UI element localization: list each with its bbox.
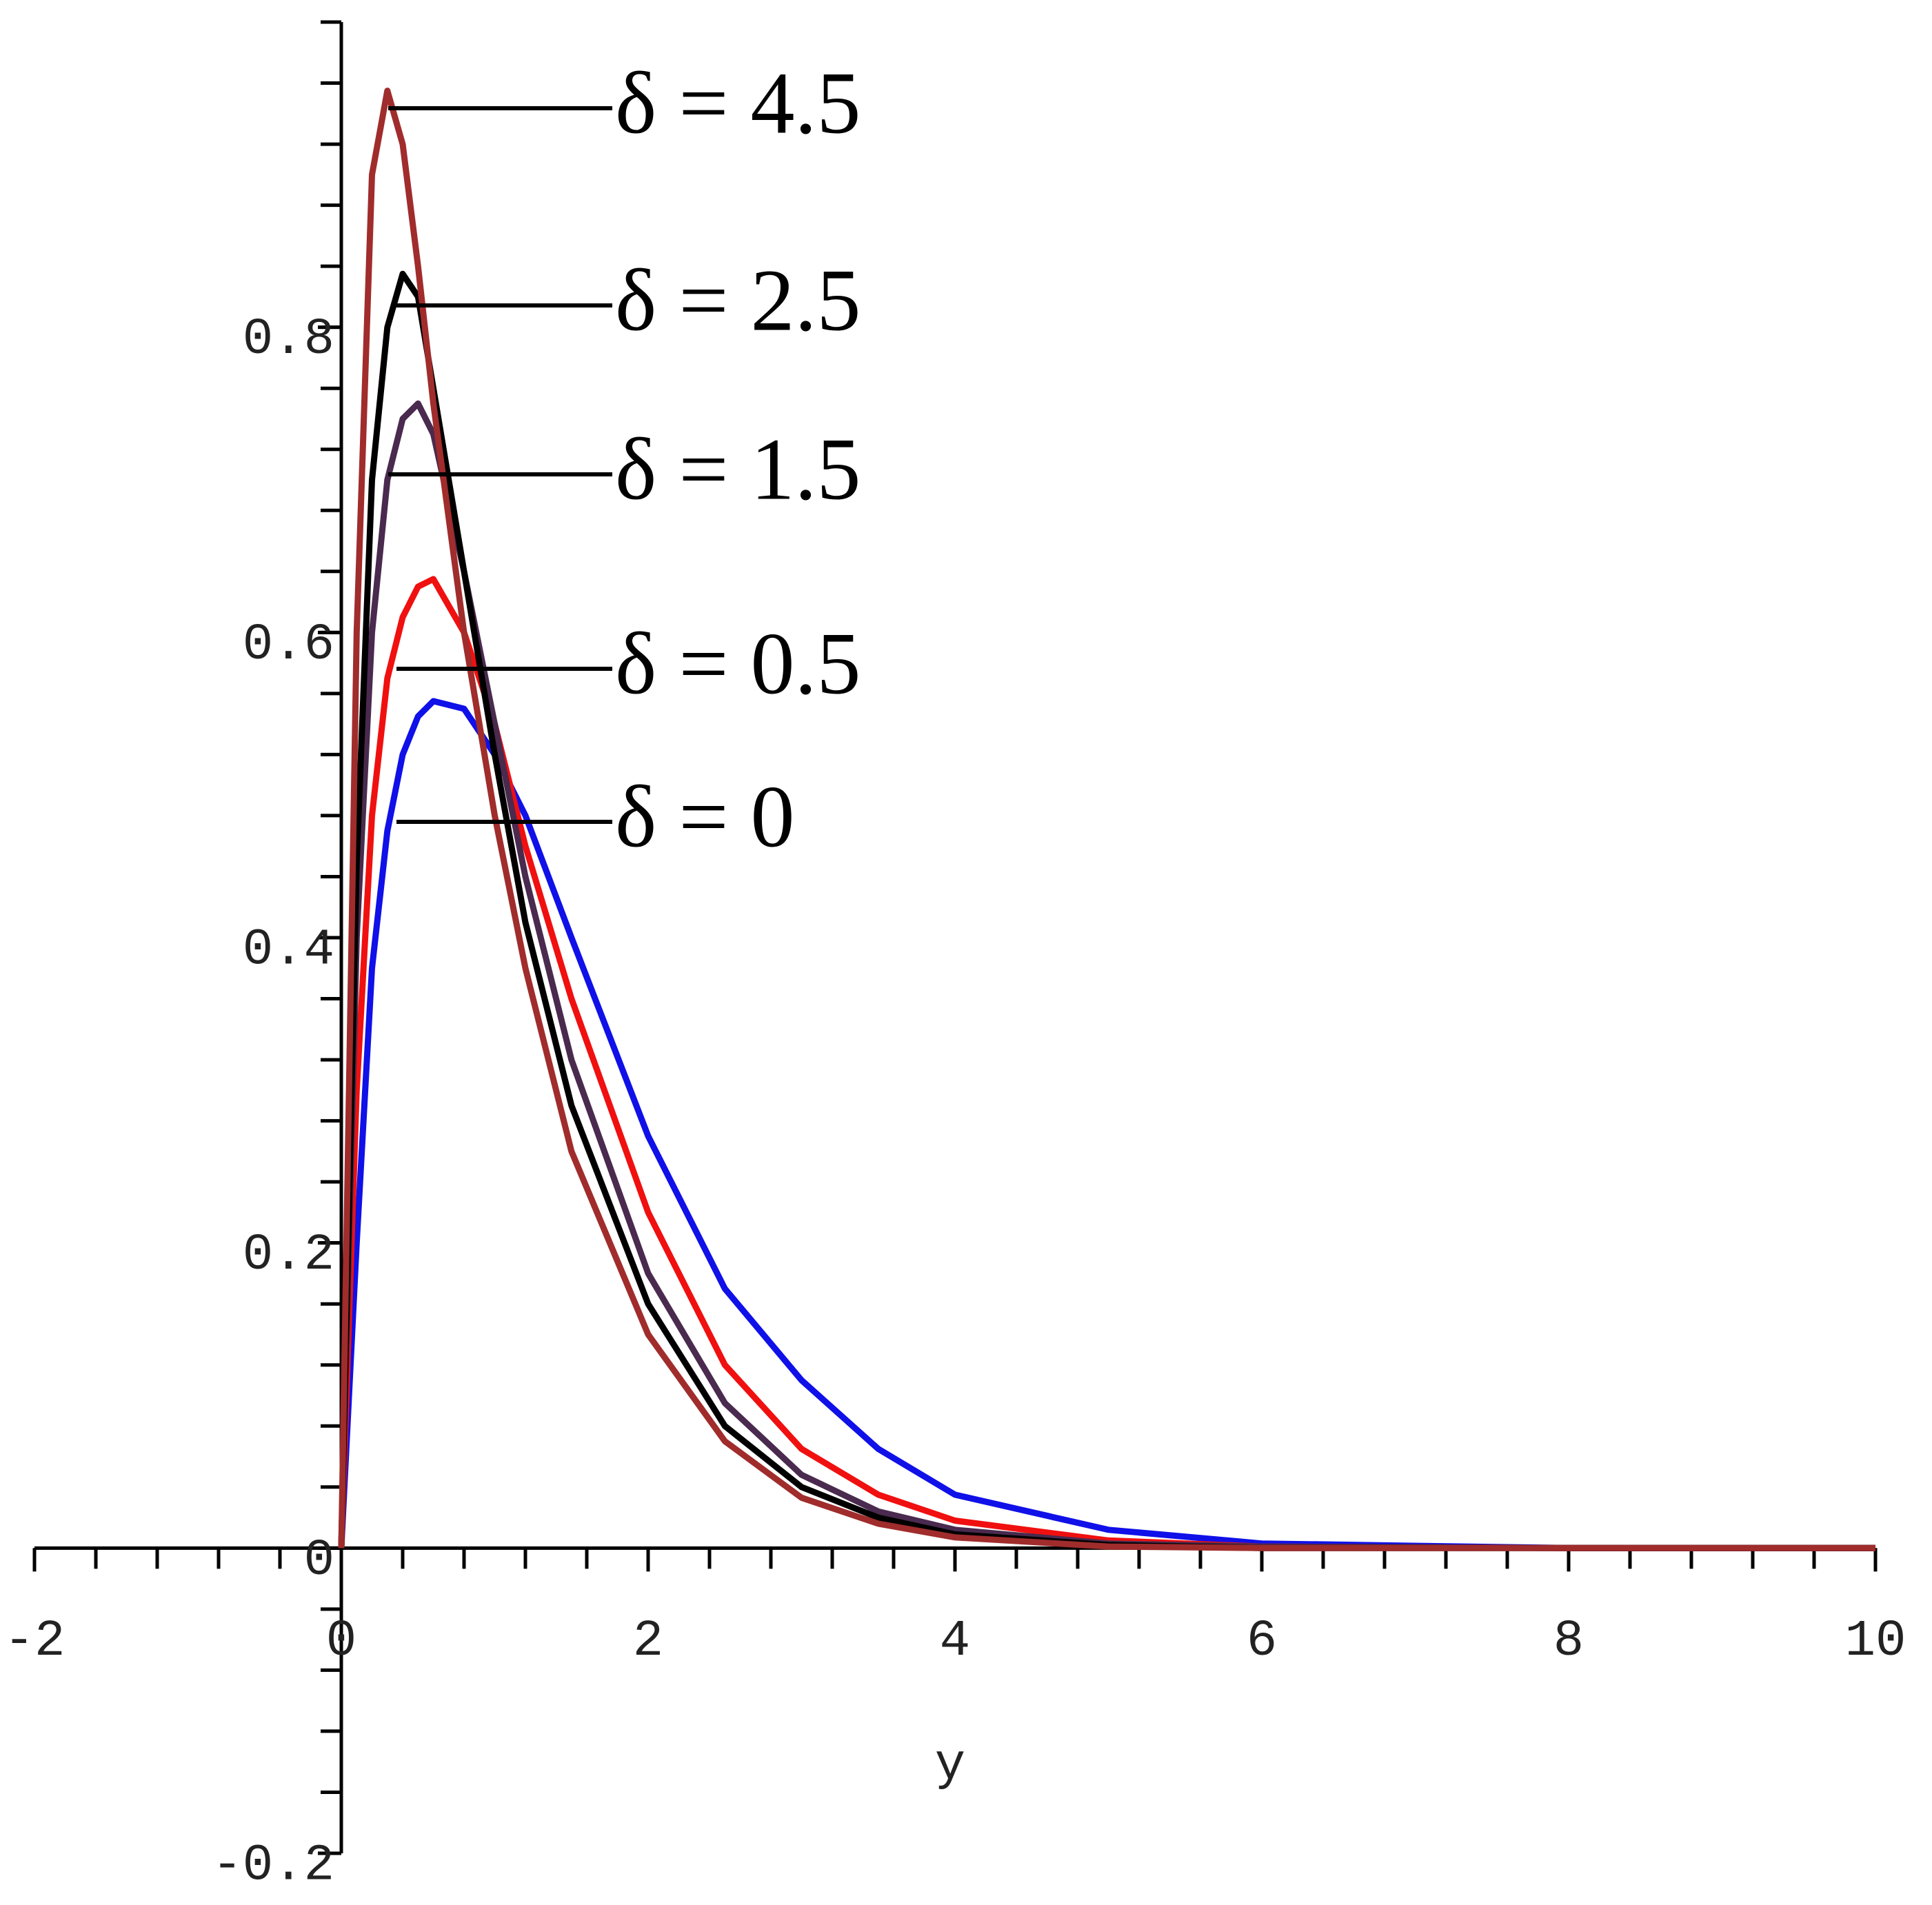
series-line — [338, 576, 1875, 1551]
x-tick-label: -2 — [4, 1613, 66, 1671]
x-tick-label: 2 — [633, 1613, 663, 1671]
y-tick-label: -0.2 — [212, 1837, 334, 1895]
series-line — [338, 698, 1875, 1551]
y-tick-label: 0.2 — [243, 1227, 334, 1284]
series-label: δ = 0 — [615, 767, 795, 865]
y-tick-label: 0.6 — [243, 616, 334, 674]
y-tick-label: 0 — [304, 1532, 334, 1590]
series-label: δ = 1.5 — [615, 420, 861, 518]
y-tick-label: 0.4 — [243, 922, 334, 980]
series-line — [338, 88, 1875, 1551]
series-line — [338, 400, 1875, 1551]
series-label: δ = 4.5 — [615, 54, 861, 152]
x-tick-label: 8 — [1553, 1613, 1584, 1671]
x-tick-label: 0 — [326, 1613, 356, 1671]
x-tick-label: 6 — [1247, 1613, 1277, 1671]
x-tick-label: 10 — [1845, 1613, 1906, 1671]
x-axis-label: y — [935, 1737, 965, 1795]
x-tick-label: 4 — [940, 1613, 970, 1671]
y-tick-label: 0.8 — [243, 311, 334, 369]
series-line — [338, 270, 1875, 1551]
series-label: δ = 2.5 — [615, 251, 861, 349]
series-label: δ = 0.5 — [615, 614, 861, 712]
